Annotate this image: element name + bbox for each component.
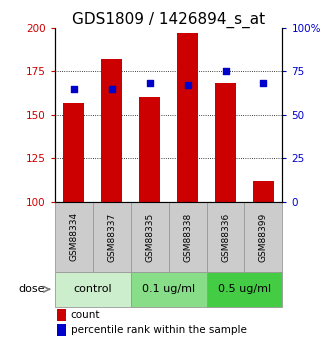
Bar: [245, 202, 282, 272]
Point: [109, 86, 114, 91]
Bar: [55, 202, 92, 272]
Text: 0.1 ug/ml: 0.1 ug/ml: [142, 284, 195, 294]
Bar: [57, 324, 66, 336]
Bar: [101, 59, 122, 202]
Bar: [55, 272, 131, 307]
Text: percentile rank within the sample: percentile rank within the sample: [71, 325, 247, 335]
Bar: [139, 97, 160, 202]
Text: GSM88337: GSM88337: [107, 212, 116, 262]
Text: GSM88399: GSM88399: [259, 212, 268, 262]
Point: [223, 68, 228, 74]
Bar: [131, 202, 169, 272]
Point: [261, 81, 266, 86]
Bar: [206, 202, 245, 272]
Point: [185, 82, 190, 88]
Bar: [63, 102, 84, 202]
Bar: [169, 202, 206, 272]
Text: GSM88334: GSM88334: [69, 213, 78, 262]
Text: dose: dose: [19, 284, 45, 294]
Bar: [206, 272, 282, 307]
Title: GDS1809 / 1426894_s_at: GDS1809 / 1426894_s_at: [72, 11, 265, 28]
Text: GSM88335: GSM88335: [145, 212, 154, 262]
Point: [71, 86, 76, 91]
Bar: [131, 272, 206, 307]
Bar: [253, 181, 274, 202]
Text: count: count: [71, 310, 100, 320]
Bar: [92, 202, 131, 272]
Text: control: control: [73, 284, 112, 294]
Text: GSM88338: GSM88338: [183, 212, 192, 262]
Text: GSM88336: GSM88336: [221, 212, 230, 262]
Bar: [177, 33, 198, 202]
Bar: [57, 309, 66, 321]
Text: 0.5 ug/ml: 0.5 ug/ml: [218, 284, 271, 294]
Bar: [215, 83, 236, 202]
Point: [147, 81, 152, 86]
